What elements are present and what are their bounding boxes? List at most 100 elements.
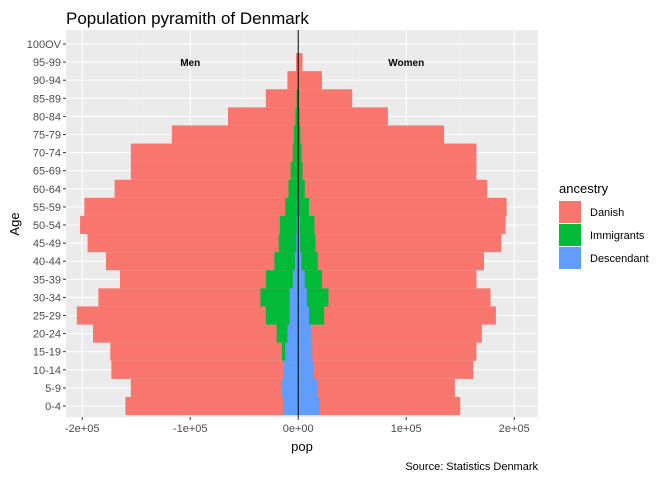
bar-danish-women-55-59: [298, 197, 507, 216]
legend-label-descendant: Descendant: [590, 253, 649, 265]
y-tick-label: 5-9: [45, 383, 61, 395]
bars-layer: [76, 53, 507, 416]
bar-immigrants-women-70-74: [298, 143, 302, 162]
bar-danish-men-90-94: [287, 71, 299, 90]
bar-danish-women-10-14: [298, 360, 474, 379]
bar-danish-women-75-79: [298, 125, 445, 144]
bar-descendant-women-0-4: [298, 396, 320, 416]
bar-danish-men-5-9: [130, 378, 299, 397]
y-tick-label: 70-74: [33, 148, 61, 160]
y-tick-label: 75-79: [33, 130, 61, 142]
bar-descendant-men-25-29: [289, 306, 299, 325]
bar-descendant-women-20-24: [298, 324, 312, 343]
bar-danish-women-85-89: [298, 89, 353, 108]
bar-immigrants-men-45-49: [278, 234, 299, 253]
y-tick-label: 95-99: [33, 57, 61, 69]
bar-danish-men-40-44: [105, 252, 299, 271]
bar-immigrants-men-35-39: [265, 270, 299, 289]
bar-immigrants-men-85-89: [296, 89, 299, 108]
bar-immigrants-women-65-69: [298, 161, 303, 180]
chart-caption: Source: Statistics Denmark: [405, 461, 538, 473]
bar-descendant-women-45-49: [298, 234, 301, 253]
bar-danish-women-0-4: [298, 396, 461, 416]
x-axis-label: pop: [291, 439, 313, 454]
bar-descendant-men-30-34: [289, 288, 299, 307]
bar-immigrants-men-65-69: [290, 161, 299, 180]
x-tick-label: -1e+05: [173, 423, 208, 435]
x-tick-label: -2e+05: [65, 423, 100, 435]
y-tick-label: 20-24: [33, 329, 61, 341]
bar-immigrants-men-30-34: [260, 288, 299, 307]
bar-descendant-men-5-9: [282, 378, 299, 397]
y-tick-label: 45-49: [33, 238, 61, 250]
x-tick-label: 2e+05: [499, 423, 530, 435]
bar-descendant-men-15-19: [285, 342, 299, 361]
bar-descendant-women-25-29: [298, 306, 310, 325]
bar-descendant-women-15-19: [298, 342, 313, 361]
bar-immigrants-women-60-64: [298, 179, 305, 198]
bar-danish-women-65-69: [298, 161, 477, 180]
bar-danish-men-65-69: [130, 161, 299, 180]
legend: Danish Immigrants Descendant: [559, 201, 649, 269]
bar-danish-men-55-59: [84, 197, 299, 216]
bar-danish-women-70-74: [298, 143, 477, 162]
bar-immigrants-women-80-84: [298, 107, 300, 126]
y-tick-label: 0-4: [45, 401, 61, 413]
bar-danish-men-30-34: [98, 288, 299, 307]
bar-immigrants-men-80-84: [295, 107, 299, 126]
y-tick-label: 15-19: [33, 347, 61, 359]
y-tick-label: 25-29: [33, 311, 61, 323]
bar-immigrants-women-75-79: [298, 125, 301, 144]
bar-descendant-men-0-4: [283, 396, 299, 416]
bar-danish-men-80-84: [228, 107, 299, 126]
bar-danish-women-20-24: [298, 324, 482, 343]
bar-descendant-women-10-14: [298, 360, 314, 379]
y-tick-label: 35-39: [33, 274, 61, 286]
y-tick-label: 50-54: [33, 220, 61, 232]
annotation-women: Women: [388, 58, 424, 69]
bar-danish-men-0-4: [125, 396, 299, 416]
y-axis-tick-labels: 0-4 5-9 10-14 15-19 20-24 25-29 30-34 35-39 40-4…: [27, 39, 66, 413]
y-tick-label: 85-89: [33, 93, 61, 105]
bar-immigrants-women-50-54: [298, 215, 315, 235]
bar-danish-women-40-44: [298, 252, 484, 271]
bar-immigrants-men-40-44: [274, 252, 299, 271]
bar-danish-women-5-9: [298, 378, 455, 397]
bar-danish-women-35-39: [298, 270, 477, 289]
bar-danish-women-45-49: [298, 234, 502, 253]
bar-danish-men-70-74: [130, 143, 299, 162]
bar-danish-women-80-84: [298, 107, 388, 126]
bar-danish-men-20-24: [93, 324, 299, 343]
bar-danish-men-60-64: [114, 179, 299, 198]
bar-immigrants-men-60-64: [288, 179, 299, 198]
bar-descendant-men-45-49: [296, 234, 299, 253]
bar-danish-women-25-29: [298, 306, 496, 325]
x-tick-label: 1e+05: [391, 423, 422, 435]
legend-label-immigrants: Immigrants: [590, 230, 645, 242]
bar-danish-men-45-49: [87, 234, 299, 253]
bar-descendant-women-5-9: [298, 378, 318, 397]
y-tick-label: 55-59: [33, 202, 61, 214]
bar-descendant-women-40-44: [298, 252, 302, 271]
bar-descendant-women-30-34: [298, 288, 307, 307]
bar-descendant-men-20-24: [287, 324, 299, 343]
x-tick-label: 0e+00: [283, 423, 314, 435]
y-tick-label: 80-84: [33, 111, 61, 123]
legend-label-danish: Danish: [590, 207, 624, 219]
chart-title: Population pyramith of Denmark: [66, 9, 309, 28]
bar-danish-women-50-54: [298, 215, 506, 235]
y-tick-label: 65-69: [33, 166, 61, 178]
bar-descendant-men-10-14: [283, 360, 299, 379]
bar-immigrants-men-50-54: [279, 215, 299, 235]
bar-descendant-women-35-39: [298, 270, 305, 289]
x-axis-tick-labels: -2e+05 -1e+05 0e+00 1e+05 2e+05: [65, 417, 530, 435]
bar-danish-men-10-14: [111, 360, 299, 379]
legend-key-danish: [559, 201, 581, 223]
bar-immigrants-women-45-49: [298, 234, 316, 253]
bar-descendant-men-35-39: [292, 270, 299, 289]
y-tick-label: 10-14: [33, 365, 61, 377]
bar-danish-men-75-79: [171, 125, 299, 144]
y-tick-label: 30-34: [33, 292, 61, 304]
bar-descendant-men-50-54: [296, 215, 299, 235]
